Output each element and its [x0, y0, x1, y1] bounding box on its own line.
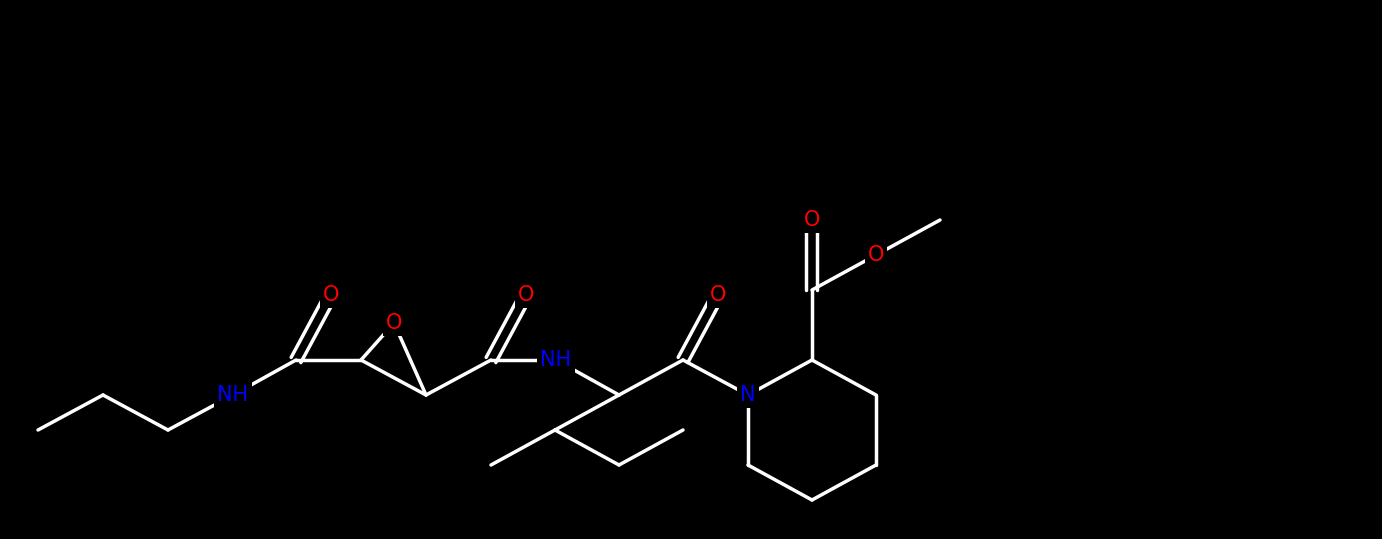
Text: O: O — [386, 313, 402, 333]
Text: O: O — [868, 245, 884, 265]
Text: NH: NH — [540, 350, 572, 370]
Text: N: N — [741, 385, 756, 405]
Text: O: O — [804, 210, 820, 230]
Text: O: O — [323, 285, 339, 305]
Text: NH: NH — [217, 385, 249, 405]
Text: O: O — [518, 285, 535, 305]
Text: O: O — [710, 285, 726, 305]
